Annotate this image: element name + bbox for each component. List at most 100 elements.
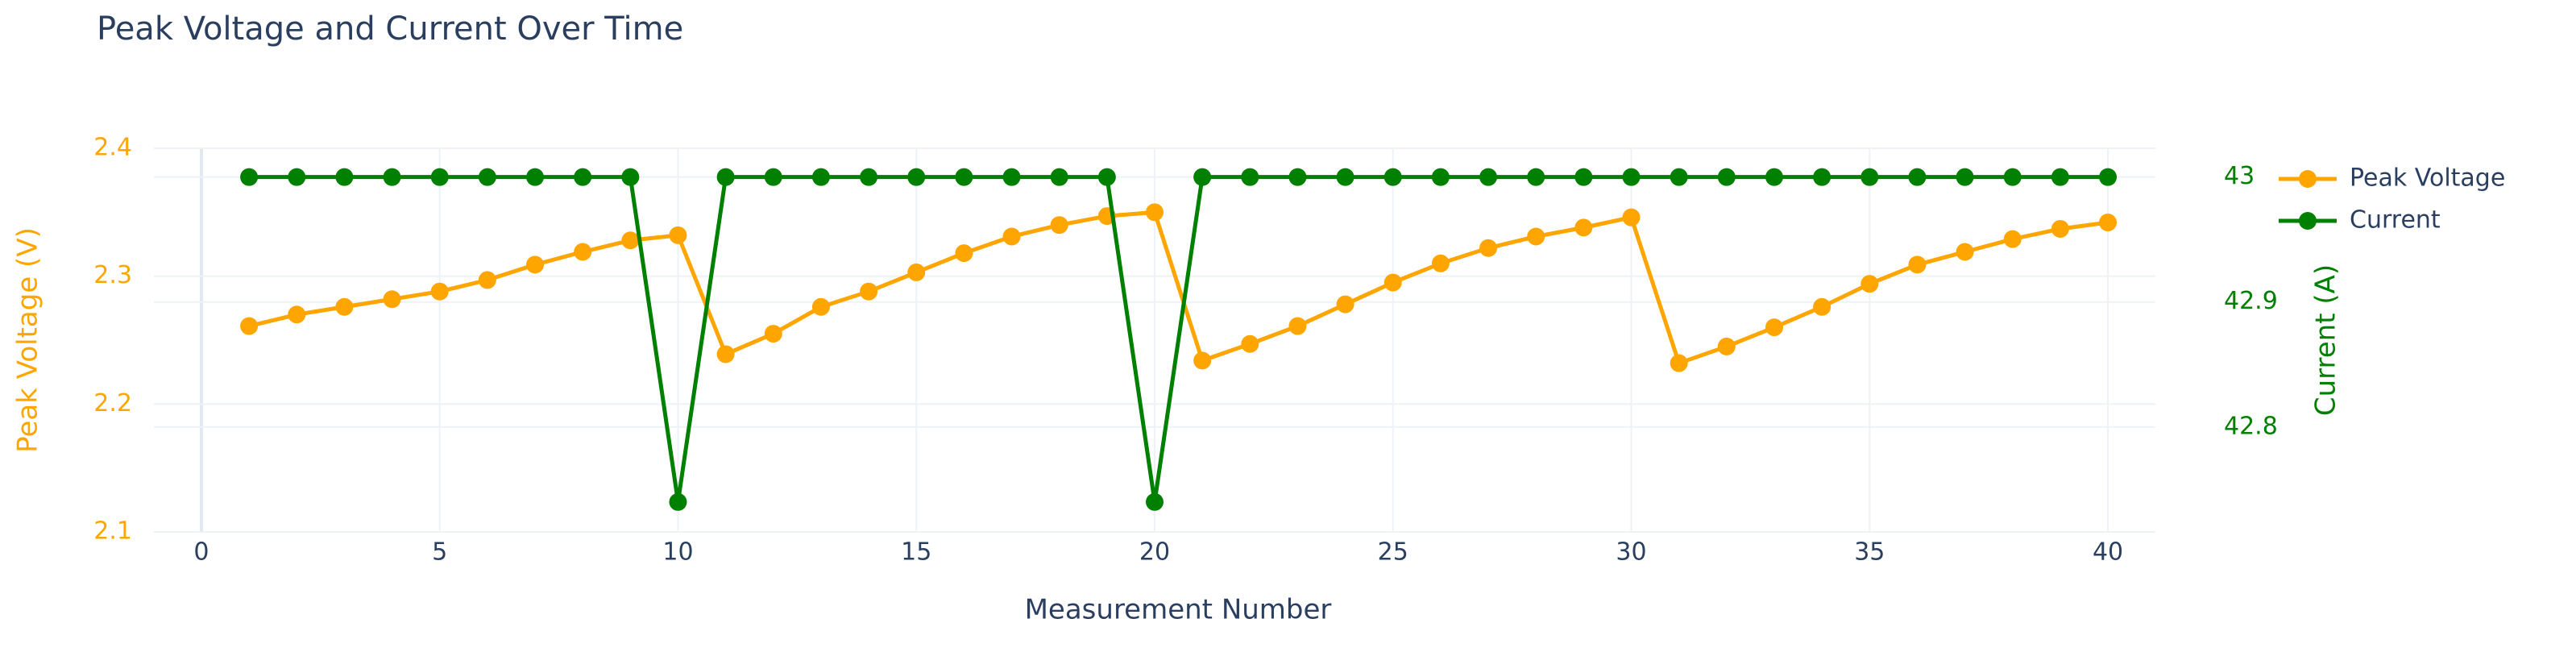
data-point (1527, 168, 1545, 186)
data-point (2099, 168, 2118, 186)
legend-marker (2299, 170, 2317, 188)
data-point (1050, 216, 1068, 235)
data-point (383, 168, 401, 186)
legend-label: Peak Voltage (2350, 164, 2505, 193)
data-point (1336, 168, 1354, 186)
data-point (955, 168, 973, 186)
data-point (335, 168, 354, 186)
data-point (478, 168, 496, 186)
data-point (288, 168, 306, 186)
x-tick-label: 35 (1854, 538, 1885, 567)
legend-label: Current (2350, 206, 2441, 235)
x-tick-label: 40 (2093, 538, 2123, 567)
data-point (1765, 318, 1783, 337)
data-point (2003, 230, 2022, 248)
data-point (811, 168, 830, 186)
data-point (288, 305, 306, 324)
x-tick-label: 15 (901, 538, 931, 567)
data-point (1574, 168, 1593, 186)
y2-tick-label: 42.9 (2224, 287, 2278, 315)
data-point (240, 317, 259, 335)
data-point (1336, 295, 1354, 314)
data-point (1288, 168, 1307, 186)
series-line (248, 210, 2109, 366)
data-point (1097, 168, 1116, 186)
data-point (526, 168, 545, 186)
data-point (2051, 168, 2069, 186)
data-point (1241, 334, 1259, 353)
data-point (1527, 227, 1545, 246)
y2-tick-label: 43 (2224, 162, 2255, 190)
data-point (669, 226, 687, 244)
data-point (907, 263, 926, 281)
data-point (1813, 297, 1831, 316)
legend-marker (2299, 212, 2317, 230)
data-point (1193, 351, 1212, 370)
x-tick-label: 30 (1616, 538, 1646, 567)
data-point (764, 168, 782, 186)
y2-axis-title: Current (A) (2310, 264, 2342, 416)
y-tick-label: 2.2 (93, 389, 132, 417)
data-point (1383, 168, 1402, 186)
data-point (716, 168, 735, 186)
data-point (1383, 273, 1402, 292)
data-point (1860, 275, 1879, 293)
data-point (907, 168, 926, 186)
data-point (2003, 168, 2022, 186)
data-point (1146, 492, 1164, 511)
data-point (1146, 203, 1164, 222)
data-point (240, 168, 259, 186)
x-tick-label: 10 (662, 538, 693, 567)
data-point (1574, 218, 1593, 237)
data-point (526, 255, 545, 274)
data-point (1908, 255, 1927, 274)
data-point (478, 271, 496, 289)
data-point (1431, 168, 1450, 186)
data-point (1431, 254, 1450, 272)
data-point (811, 297, 830, 316)
data-point (574, 243, 592, 261)
y-axis-title: Peak Voltage (V) (12, 227, 44, 453)
data-point (1479, 168, 1498, 186)
data-point (1908, 168, 1927, 186)
x-tick-label: 20 (1139, 538, 1170, 567)
data-point (335, 297, 354, 316)
data-point (1288, 317, 1307, 335)
series-line (249, 175, 2109, 503)
y-tick-label: 2.3 (93, 261, 132, 289)
data-point (1622, 208, 1641, 226)
data-point (2051, 219, 2069, 238)
data-point (860, 282, 878, 301)
x-tick-label: 5 (432, 538, 447, 567)
data-point (669, 492, 687, 511)
y-tick-label: 2.1 (93, 517, 132, 546)
x-axis-title: Measurement Number (1025, 594, 1332, 626)
data-point (1050, 168, 1068, 186)
data-point (1813, 168, 1831, 186)
data-point (1717, 337, 1736, 355)
data-point (2099, 214, 2118, 232)
data-point (1670, 354, 1688, 372)
data-point (430, 282, 449, 301)
data-point (1765, 168, 1783, 186)
data-point (1002, 227, 1021, 246)
y-tick-label: 2.4 (93, 134, 132, 162)
data-point (1193, 168, 1212, 186)
data-point (716, 345, 735, 363)
data-point (621, 168, 640, 186)
data-point (621, 231, 640, 250)
data-point (1956, 243, 1974, 261)
data-point (955, 244, 973, 263)
data-point (1860, 168, 1879, 186)
y2-tick-label: 42.8 (2224, 412, 2278, 440)
x-tick-label: 25 (1378, 538, 1408, 567)
data-point (1670, 168, 1688, 186)
data-point (1002, 168, 1021, 186)
data-point (574, 168, 592, 186)
data-point (1622, 168, 1641, 186)
x-tick-label: 0 (193, 538, 209, 567)
data-point (430, 168, 449, 186)
chart-title: Peak Voltage and Current Over Time (97, 10, 683, 48)
